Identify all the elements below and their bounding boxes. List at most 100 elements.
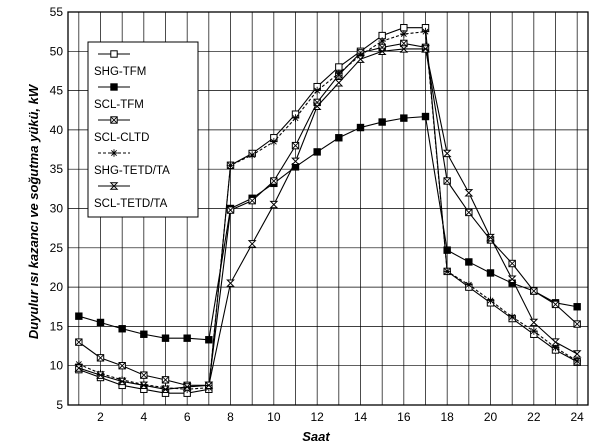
x-tick-label: 16 — [397, 410, 411, 424]
y-tick-label: 50 — [50, 44, 64, 58]
x-tick-label: 18 — [440, 410, 454, 424]
data-point — [572, 350, 582, 358]
x-tick-label: 22 — [527, 410, 541, 424]
data-point — [400, 114, 408, 122]
data-point — [335, 69, 343, 78]
legend-label: SHG-TETD/TA — [94, 165, 170, 177]
data-point — [530, 327, 538, 335]
data-point — [443, 267, 451, 276]
data-point — [378, 37, 386, 45]
data-point — [75, 312, 83, 320]
data-point — [226, 206, 235, 214]
data-point — [74, 364, 84, 372]
data-point — [486, 296, 495, 305]
data-point — [508, 259, 516, 268]
data-point — [226, 279, 235, 287]
data-point — [356, 123, 365, 132]
x-tick-label: 2 — [97, 410, 104, 424]
y-axis-title: Duyulur ısı kazancı ve soğutma yükü, kW — [26, 83, 41, 339]
legend-label: SCL-CLTD — [94, 132, 149, 144]
data-point — [443, 177, 451, 185]
data-point — [75, 338, 83, 346]
data-point — [183, 334, 191, 342]
data-point — [421, 27, 430, 36]
data-point — [573, 303, 581, 311]
legend-item: SHG-TFM — [94, 50, 146, 78]
legend-item: SHG-TETD/TA — [94, 149, 170, 177]
y-tick-label: 25 — [50, 241, 64, 255]
data-point — [551, 338, 560, 346]
x-tick-label: 24 — [570, 410, 584, 424]
data-point — [139, 381, 149, 390]
data-point — [161, 385, 170, 393]
series-layer — [74, 24, 582, 397]
data-point — [96, 318, 105, 327]
data-point — [465, 280, 473, 289]
data-point — [421, 112, 430, 121]
data-point — [204, 381, 214, 390]
x-tick-labels: 2 4 6 8 10 12 14 16 18 20 22 24 — [97, 410, 584, 424]
data-point — [248, 196, 256, 205]
data-point — [486, 269, 495, 277]
data-point — [161, 334, 170, 342]
data-point — [248, 151, 256, 159]
y-tick-label: 55 — [50, 5, 64, 19]
data-point — [291, 141, 300, 150]
x-tick-label: 8 — [227, 410, 234, 424]
data-point — [399, 45, 409, 53]
data-point — [400, 30, 408, 38]
legend-item: SCL-TETD/TA — [94, 182, 168, 210]
data-point — [443, 246, 451, 254]
data-point — [118, 362, 126, 370]
y-tick-label: 20 — [50, 280, 64, 294]
x-tick-label: 12 — [310, 410, 324, 424]
data-point — [465, 258, 473, 266]
y-tick-label: 30 — [50, 202, 64, 216]
data-point — [205, 336, 213, 344]
legend-marker — [110, 50, 118, 58]
x-axis-title: Saat — [302, 429, 330, 444]
plot-frame — [67, 11, 589, 406]
legend-label: SHG-TFM — [94, 66, 146, 78]
data-point — [118, 325, 126, 333]
series-line — [78, 31, 578, 390]
data-point — [335, 134, 343, 142]
data-point — [442, 149, 452, 158]
data-point — [377, 47, 387, 55]
y-tick-label: 35 — [50, 162, 64, 176]
data-point — [486, 233, 495, 242]
y-tick-label: 40 — [50, 123, 64, 137]
data-point — [140, 330, 148, 338]
x-tick-label: 10 — [267, 410, 281, 424]
y-tick-label: 45 — [50, 84, 64, 98]
data-point — [573, 320, 581, 328]
data-point — [529, 318, 539, 327]
data-point — [96, 371, 105, 379]
legend-marker — [110, 83, 118, 91]
data-point — [507, 275, 517, 283]
data-point — [356, 51, 365, 60]
data-point — [140, 371, 148, 379]
x-tick-label: 4 — [140, 410, 147, 424]
data-point — [378, 118, 386, 126]
data-point — [312, 102, 322, 111]
data-point — [226, 161, 235, 170]
data-point — [400, 24, 408, 32]
data-point — [75, 360, 83, 368]
x-tick-label: 20 — [484, 410, 498, 424]
legend-item: SCL-CLTD — [94, 116, 149, 144]
legend-marker — [110, 149, 118, 157]
series-scl-tetd-ta — [74, 45, 582, 393]
data-point — [161, 376, 170, 384]
data-point — [421, 45, 430, 53]
x-tick-label: 6 — [184, 410, 191, 424]
data-point — [96, 354, 105, 362]
data-point — [530, 287, 538, 295]
data-point — [270, 177, 278, 185]
data-point — [117, 377, 127, 386]
legend-box — [87, 41, 199, 218]
data-point — [291, 157, 300, 166]
data-point — [465, 208, 473, 217]
legend-item: SCL-TFM — [94, 83, 144, 111]
